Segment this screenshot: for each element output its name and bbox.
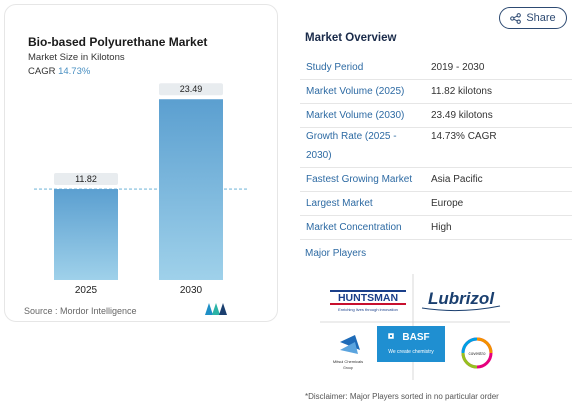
- overview-row-study-period: Study Period 2019 - 2030: [300, 56, 572, 80]
- bar-chart: 11.82 2025 23.49 2030: [34, 83, 248, 296]
- overview-value: 14.73% CAGR: [431, 131, 497, 142]
- cagr-label: CAGR: [28, 66, 56, 77]
- chart-title: Bio-based Polyurethane Market: [28, 35, 208, 49]
- x-tick-label: 2025: [75, 285, 98, 296]
- chart-cagr: CAGR 14.73%: [28, 66, 90, 77]
- overview-row-fastest-growing: Fastest Growing Market Asia Pacific: [300, 168, 572, 192]
- covestro-name: covestro: [468, 351, 486, 356]
- mordor-logo-icon: [205, 303, 227, 315]
- basf-logo: BASF We create chemistry: [377, 326, 445, 362]
- lubrizol-logo: Lubrizol: [421, 289, 501, 312]
- cagr-value: 14.73%: [58, 66, 91, 77]
- bar-value-label: 11.82: [75, 174, 97, 184]
- bar-value-label-bg: [159, 83, 223, 96]
- bar-value-label: 23.49: [180, 84, 203, 94]
- bar-value-label-bg: [54, 173, 118, 186]
- covestro-logo: covestro: [461, 337, 493, 369]
- mitsui-sub: Group: [343, 366, 353, 370]
- share-icon: [510, 12, 522, 24]
- overview-value: High: [431, 222, 452, 233]
- overview-value: Europe: [431, 198, 464, 209]
- major-players-label: Major Players: [305, 248, 367, 259]
- overview-row-concentration: Market Concentration High: [300, 216, 572, 240]
- bar-2025: [54, 189, 118, 280]
- overview-label: Fastest Growing Market: [306, 174, 413, 185]
- overview-value: 2019 - 2030: [431, 62, 485, 73]
- overview-label: Growth Rate (2025 -: [306, 131, 397, 142]
- disclaimer: *Disclaimer: Major Players sorted in no …: [305, 392, 499, 401]
- overview-label-cont: 2030): [306, 150, 332, 161]
- huntsman-name: HUNTSMAN: [338, 292, 398, 304]
- chart-subtitle: Market Size in Kilotons: [28, 52, 125, 63]
- overview-value: Asia Pacific: [431, 174, 483, 185]
- overview-label: Market Volume (2025): [306, 86, 405, 97]
- share-button[interactable]: Share: [499, 7, 567, 29]
- x-tick-label: 2030: [180, 285, 203, 296]
- chart-card: [4, 4, 278, 322]
- huntsman-tagline: Enriching lives through innovation: [338, 307, 398, 312]
- bar-2030: [159, 99, 223, 280]
- overview-value: 11.82 kilotons: [431, 86, 492, 97]
- huntsman-logo: HUNTSMAN Enriching lives through innovat…: [330, 290, 406, 312]
- basf-tagline: We create chemistry: [388, 349, 434, 355]
- overview-row-growth-rate: Growth Rate (2025 - 2030) 14.73% CAGR: [300, 128, 572, 168]
- overview-label: Study Period: [306, 62, 364, 73]
- overview-label: Largest Market: [306, 198, 373, 209]
- major-players-grid: HUNTSMAN Enriching lives through innovat…: [320, 274, 510, 380]
- overview-value: 23.49 kilotons: [431, 110, 493, 121]
- overview-row-volume-2030: Market Volume (2030) 23.49 kilotons: [300, 104, 572, 128]
- mitsui-logo: Mitsui Chemicals Group: [333, 335, 363, 370]
- overview-label: Market Volume (2030): [306, 110, 405, 121]
- chart-source: Source : Mordor Intelligence: [24, 306, 137, 316]
- share-label: Share: [526, 12, 556, 24]
- mitsui-name: Mitsui Chemicals: [333, 359, 363, 364]
- overview-row-largest-market: Largest Market Europe: [300, 192, 572, 216]
- basf-name: BASF: [402, 332, 429, 343]
- lubrizol-name: Lubrizol: [428, 289, 495, 308]
- overview-label: Market Concentration: [306, 222, 402, 233]
- market-overview-title: Market Overview: [305, 32, 397, 44]
- overview-row-volume-2025: Market Volume (2025) 11.82 kilotons: [300, 80, 572, 104]
